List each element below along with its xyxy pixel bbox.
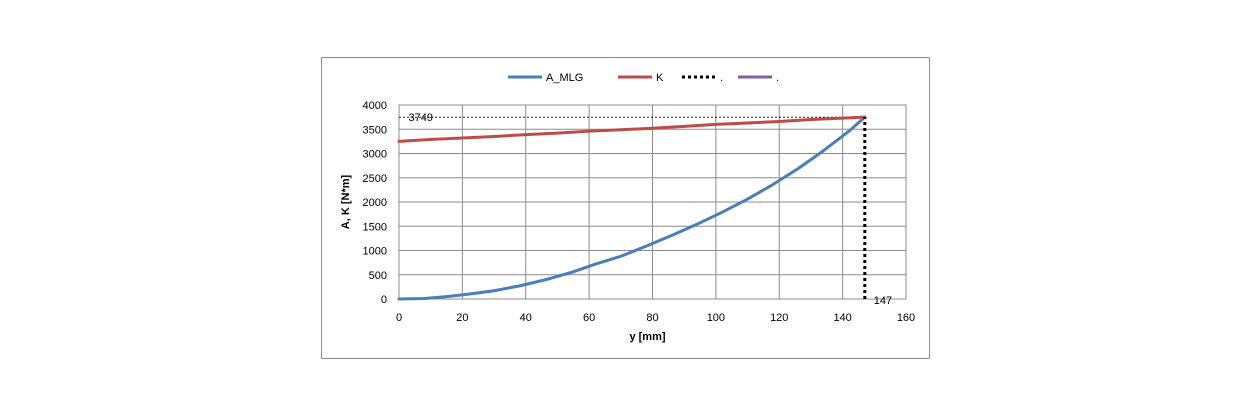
- y-tick-label: 1000: [363, 246, 387, 258]
- line-chart: 0 20 40 60 80 100 120 140 160 0 500 1000 1500 2000 250…: [340, 72, 915, 343]
- plot-area: [398, 104, 907, 300]
- x-tick-label: 100: [707, 312, 725, 324]
- legend-label: A_MLG: [546, 72, 583, 84]
- y-axis-label: A, K [N*m]: [340, 174, 352, 229]
- x-tick-label: 20: [456, 312, 468, 324]
- series-line-1: [397, 115, 867, 301]
- x-axis-label: y [mm]: [629, 331, 665, 343]
- legend-label: .: [720, 72, 723, 84]
- annotation-x-label: 147: [874, 295, 892, 307]
- x-tick-label: 0: [396, 312, 402, 324]
- y-tick-label: 2500: [363, 173, 387, 185]
- legend-label: .: [776, 72, 779, 84]
- y-tick-label: 2000: [363, 197, 387, 209]
- x-tick-label: 120: [770, 312, 788, 324]
- x-tick-label: 60: [583, 312, 595, 324]
- series-line-2: [397, 115, 867, 143]
- x-tick-label: 40: [520, 312, 532, 324]
- y-tick-label: 3500: [363, 124, 387, 136]
- chart-frame: 0 20 40 60 80 100 120 140 160 0 500 1000 1500 2000 250…: [321, 57, 930, 359]
- annotation-value-label: 3749: [409, 112, 433, 124]
- y-tick-label: 3000: [363, 149, 387, 161]
- y-tick-label: 500: [369, 270, 387, 282]
- y-tick-label: 0: [381, 294, 387, 306]
- x-tick-label: 160: [897, 312, 915, 324]
- y-tick-label: 4000: [363, 100, 387, 112]
- y-tick-label: 1500: [363, 221, 387, 233]
- x-tick-label: 140: [833, 312, 851, 324]
- legend-label: K: [656, 72, 664, 84]
- x-tick-label: 80: [646, 312, 658, 324]
